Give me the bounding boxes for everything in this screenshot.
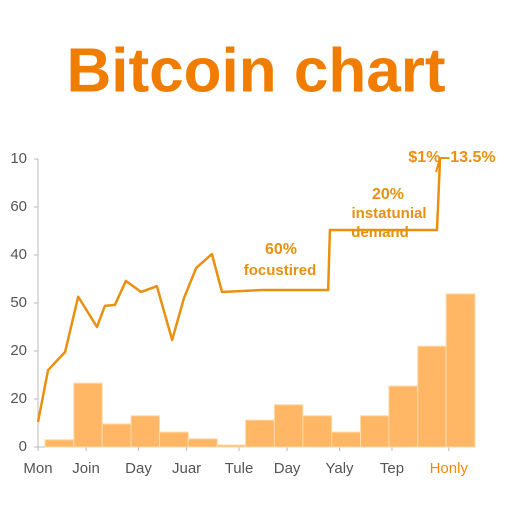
annotation: demand: [351, 224, 409, 241]
bar: [130, 415, 160, 448]
x-tick-label: Yaly: [325, 460, 354, 477]
bracket: [435, 157, 446, 173]
x-tick-label: Tule: [225, 460, 254, 477]
y-tick-label: 60: [10, 198, 27, 215]
bar: [101, 423, 132, 448]
annotation: instatunial: [351, 205, 426, 222]
bar: [331, 431, 362, 448]
bar: [302, 415, 333, 448]
bar: [216, 444, 247, 448]
annotation: $1% -13.5%: [408, 149, 495, 166]
x-tick-label: Join: [72, 460, 100, 477]
bar: [445, 293, 476, 448]
y-tick-label: 0: [19, 438, 27, 455]
price-line: [36, 158, 442, 423]
bar: [388, 385, 419, 448]
bar: [273, 404, 304, 448]
annotation: 20%: [372, 186, 404, 203]
bar: [245, 419, 275, 448]
x-tick-label: Day: [274, 460, 301, 477]
bar: [187, 438, 218, 448]
bar: [158, 431, 189, 448]
y-tick-label: 20: [10, 390, 27, 407]
y-tick-label: 40: [10, 246, 27, 263]
bar: [360, 415, 390, 448]
x-tick-label: Mon: [23, 460, 52, 477]
y-tick-label: 50: [10, 294, 27, 311]
x-tick-label: Honly: [430, 460, 469, 477]
annotation: 60%: [265, 241, 297, 258]
chart-title: Bitcoin chart: [67, 36, 446, 105]
bar: [417, 345, 447, 448]
y-tick-label: 10: [10, 150, 27, 167]
x-tick-label: Juar: [172, 460, 201, 477]
annotation: focustired: [244, 262, 317, 279]
bar: [73, 382, 103, 448]
x-tick-label: Tep: [380, 460, 404, 477]
x-tick-label: Day: [125, 460, 152, 477]
bar: [44, 439, 75, 448]
y-tick-label: 20: [10, 342, 27, 359]
